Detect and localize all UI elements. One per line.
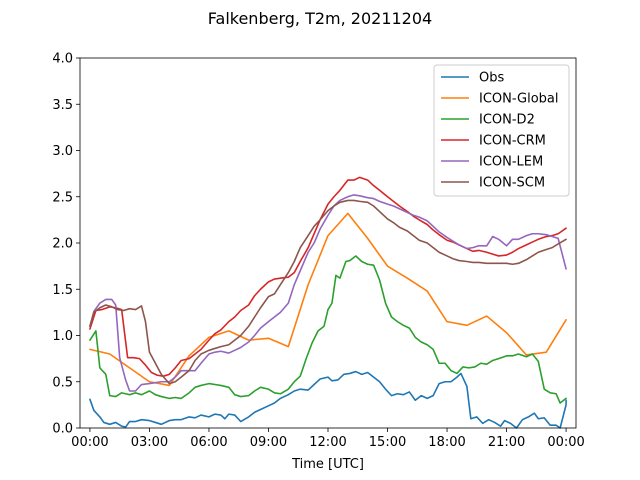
y-tick-label: 3.5: [52, 98, 73, 113]
x-tick-label: 00:00: [547, 435, 584, 450]
legend-label: ICON-D2: [479, 113, 535, 128]
x-axis: 00:00 03:00 06:00 09:00 12:00 15:00 18:00 21:00…: [71, 428, 585, 450]
x-tick-label: 18:00: [428, 435, 465, 450]
x-tick-label: 03:00: [131, 435, 168, 450]
y-tick-label: 0.0: [52, 422, 73, 437]
series-line-icon-global: [89, 212, 567, 387]
x-tick-label: 15:00: [369, 435, 406, 450]
y-axis: 0.0 0.5 1.0 1.5 2.0 2.5 3.0 3.5 4.0: [52, 52, 80, 437]
legend-label: ICON-LEM: [479, 155, 543, 170]
y-tick-label: 3.0: [52, 144, 73, 159]
series-line-icon-crm: [89, 176, 567, 378]
x-tick-label: 09:00: [250, 435, 287, 450]
series-layer: [89, 176, 567, 429]
x-tick-label: 12:00: [309, 435, 346, 450]
series-line-icon-d2: [89, 255, 567, 404]
y-tick-label: 2.5: [52, 190, 73, 205]
x-tick-label: 06:00: [190, 435, 227, 450]
legend-label: ICON-CRM: [479, 134, 546, 149]
x-tick-label: 21:00: [488, 435, 525, 450]
y-tick-label: 1.0: [52, 329, 73, 344]
chart-title: Falkenberg, T2m, 20211204: [208, 9, 432, 28]
y-tick-label: 1.5: [52, 283, 73, 298]
series-line-icon-scm: [89, 199, 567, 385]
series-line-icon-lem: [89, 194, 567, 392]
legend-label: ICON-Global: [479, 92, 559, 107]
x-tick-label: 00:00: [71, 435, 108, 450]
legend: Obs ICON-Global ICON-D2 ICON-CRM ICON-LEM ICO…: [433, 64, 570, 197]
y-tick-label: 0.5: [52, 375, 73, 390]
y-tick-label: 4.0: [52, 52, 73, 67]
series-line-obs: [89, 370, 567, 429]
legend-label: ICON-SCM: [479, 176, 545, 191]
legend-label: Obs: [479, 71, 504, 86]
y-tick-label: 2.0: [52, 237, 73, 252]
x-axis-label: Time [UTC]: [291, 457, 364, 472]
